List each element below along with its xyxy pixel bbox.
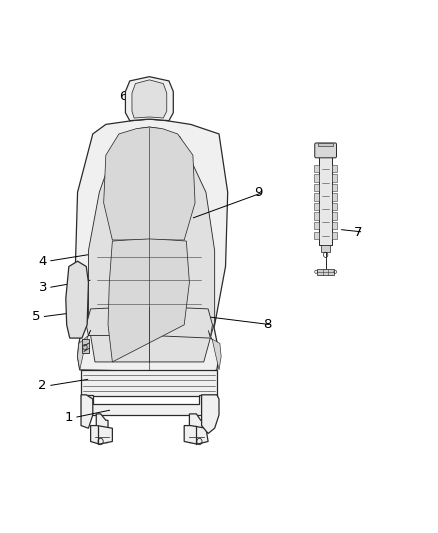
Polygon shape [314, 213, 319, 220]
Bar [317, 269, 334, 275]
Polygon shape [314, 174, 319, 182]
Text: 2: 2 [39, 379, 47, 392]
Text: 6: 6 [119, 90, 127, 103]
Polygon shape [314, 222, 319, 229]
Bar [82, 338, 89, 353]
Text: 5: 5 [32, 310, 40, 324]
Polygon shape [314, 193, 319, 201]
Polygon shape [332, 165, 337, 172]
Polygon shape [91, 425, 113, 444]
Polygon shape [332, 222, 337, 229]
Polygon shape [81, 370, 217, 397]
Polygon shape [86, 306, 212, 338]
Polygon shape [189, 414, 203, 442]
Text: 4: 4 [39, 255, 47, 268]
Polygon shape [314, 231, 319, 239]
Text: 3: 3 [39, 281, 47, 294]
Text: 9: 9 [254, 186, 262, 199]
FancyBboxPatch shape [315, 143, 336, 158]
Polygon shape [81, 395, 93, 428]
Polygon shape [75, 119, 228, 373]
Polygon shape [184, 425, 208, 444]
Polygon shape [314, 165, 319, 172]
Polygon shape [66, 261, 88, 338]
Polygon shape [332, 174, 337, 182]
Polygon shape [318, 143, 333, 146]
Bar [319, 155, 332, 245]
Polygon shape [208, 330, 221, 370]
Bar [321, 245, 330, 252]
Polygon shape [88, 127, 215, 362]
Polygon shape [104, 127, 195, 240]
Polygon shape [78, 330, 91, 370]
Polygon shape [108, 239, 189, 362]
Polygon shape [332, 231, 337, 239]
Polygon shape [132, 80, 167, 118]
Text: 7: 7 [354, 225, 363, 239]
Polygon shape [332, 184, 337, 191]
Text: 8: 8 [263, 318, 271, 332]
Polygon shape [314, 184, 319, 191]
Text: 1: 1 [64, 411, 73, 424]
Polygon shape [96, 414, 108, 442]
Polygon shape [314, 203, 319, 211]
Polygon shape [81, 395, 217, 415]
Polygon shape [332, 203, 337, 211]
Polygon shape [332, 213, 337, 220]
Polygon shape [332, 193, 337, 201]
Polygon shape [78, 309, 219, 373]
Polygon shape [125, 77, 173, 120]
Polygon shape [201, 395, 219, 433]
